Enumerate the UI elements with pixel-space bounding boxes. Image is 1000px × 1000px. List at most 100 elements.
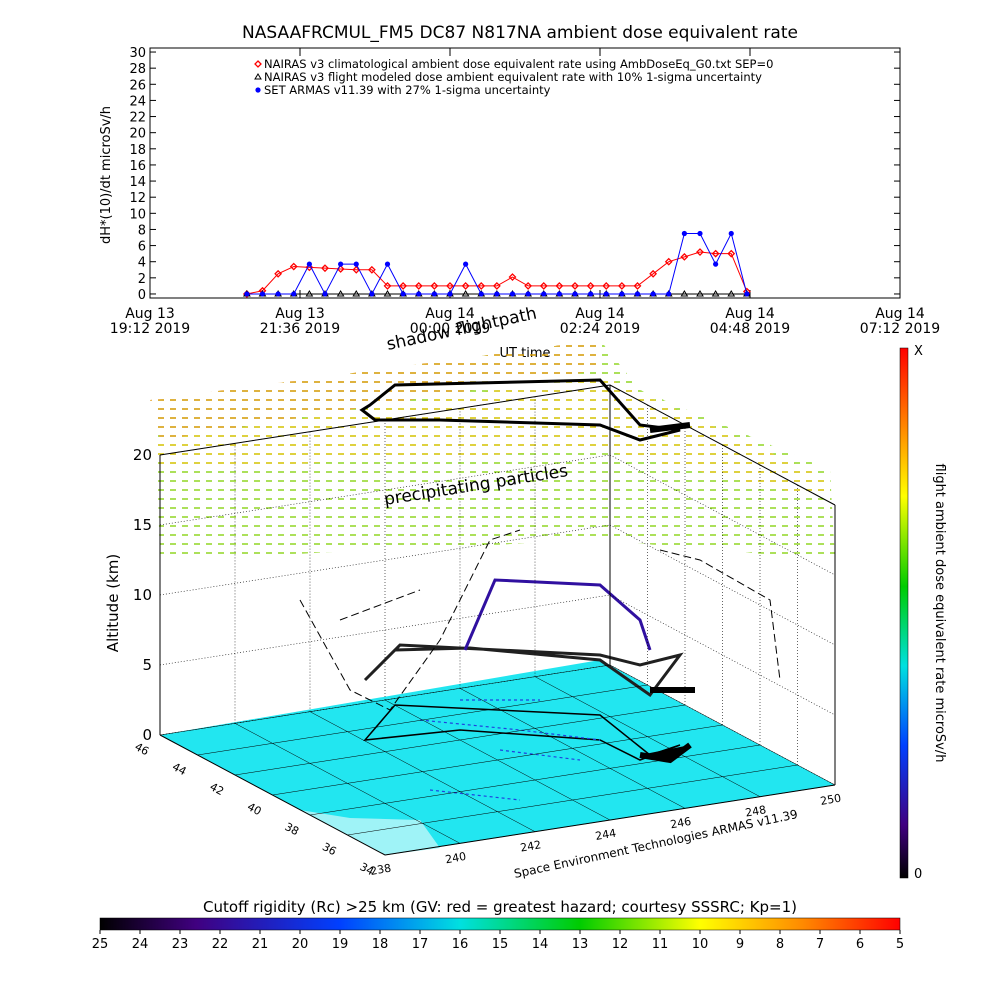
- y-tick-label: 16: [129, 159, 146, 174]
- marker: [602, 281, 611, 290]
- grid-line: [159, 524, 611, 596]
- colorbar-top-label: X: [914, 344, 923, 359]
- colorbar-tick-label: 11: [652, 937, 669, 952]
- marker: [430, 281, 439, 290]
- particle-field: [155, 375, 830, 500]
- marker: [478, 291, 484, 297]
- flightpath: [463, 578, 652, 651]
- x-tick-label: 240: [444, 850, 467, 866]
- rigidity-colorbar: [99, 917, 901, 931]
- axis-line: [384, 784, 836, 856]
- y-tick-label: 30: [129, 46, 146, 61]
- colorbar-tick-label: 15: [492, 937, 509, 952]
- marker: [383, 281, 392, 290]
- colorbar-tick-label: 17: [412, 937, 429, 952]
- marker: [541, 291, 547, 297]
- marker: [586, 281, 595, 290]
- y-tick-label: 44: [170, 760, 188, 778]
- colorbar: [899, 347, 909, 879]
- colorbar-tick-label: 12: [612, 937, 629, 952]
- z-axis-label: Altitude (km): [104, 554, 122, 652]
- x-tick-label: Aug 13 21:36 2019: [260, 306, 340, 337]
- marker: [353, 261, 359, 267]
- marker: [383, 289, 392, 297]
- chart-title: NASAAFRCMUL_FM5 DC87 N817NA ambient dose…: [242, 23, 798, 43]
- marker: [463, 261, 469, 267]
- y-tick-label: 40: [245, 800, 263, 818]
- marker: [713, 261, 719, 267]
- colorbar-tick-label: 8: [776, 937, 784, 952]
- y-tick-label: 2: [138, 272, 146, 287]
- marker: [696, 248, 704, 256]
- y-tick-label: 42: [208, 780, 226, 798]
- x-tick-label: Aug 14 07:12 2019: [860, 306, 940, 337]
- y-tick-label: 4: [138, 256, 146, 271]
- z-tick-label: 5: [142, 656, 152, 674]
- floor-surface: [300, 810, 440, 855]
- marker: [664, 257, 673, 266]
- marker: [461, 281, 470, 290]
- series-line: [246, 251, 748, 295]
- x-tick-label: Aug 14 04:48 2019: [710, 306, 790, 337]
- marker: [727, 289, 736, 297]
- colorbar-tick-label: 7: [816, 937, 824, 952]
- colorbar-tick-label: 18: [372, 937, 389, 952]
- colorbar-tick-label: 9: [736, 937, 744, 952]
- marker: [539, 281, 548, 290]
- flightpath: [363, 643, 684, 698]
- plot-frame: [149, 47, 901, 299]
- marker: [477, 281, 486, 290]
- marker: [619, 291, 625, 297]
- marker: [254, 60, 262, 68]
- marker: [494, 291, 500, 297]
- y-tick-label: 18: [129, 143, 146, 158]
- marker: [509, 291, 516, 297]
- colorbar-tick-label: 20: [292, 937, 309, 952]
- marker: [446, 281, 454, 290]
- marker: [414, 281, 423, 290]
- grid-line: [272, 724, 723, 796]
- colorbar-tick-label: 16: [452, 937, 469, 952]
- marker: [666, 291, 672, 297]
- marker: [289, 262, 298, 271]
- legend-label: NAIRAS v3 flight modeled dose ambient eq…: [264, 70, 762, 84]
- marker: [617, 281, 626, 290]
- marker: [461, 289, 470, 297]
- x-tick-label: 238: [369, 862, 392, 878]
- marker: [338, 261, 344, 267]
- marker: [399, 281, 408, 290]
- x-tick-label: Aug 13 19:12 2019: [110, 306, 190, 337]
- marker: [572, 291, 578, 297]
- x-tick-label: 242: [519, 838, 542, 854]
- marker: [588, 291, 594, 297]
- shadow-flightpath: [359, 378, 681, 442]
- marker: [728, 230, 734, 237]
- marker: [369, 291, 375, 297]
- y-tick-label: 24: [129, 94, 146, 109]
- y-tick-label: 6: [138, 240, 146, 255]
- marker: [603, 291, 609, 297]
- x-tick-label: Aug 14 00:00 2019: [410, 306, 490, 337]
- marker: [367, 265, 376, 274]
- axis-line: [159, 734, 386, 856]
- y-axis-label: dH*(10)/dt microSv/h: [99, 106, 114, 244]
- grid-line: [347, 764, 798, 836]
- marker: [650, 291, 656, 297]
- y-tick-label: 28: [129, 62, 146, 77]
- series: [242, 60, 751, 298]
- marker: [259, 291, 266, 297]
- marker: [305, 263, 314, 272]
- colorbar-tick-label: 5: [896, 937, 904, 952]
- y-tick-label: 26: [129, 78, 146, 93]
- colorbar-bottom-label: 0: [914, 867, 922, 882]
- z-tick-label: 0: [142, 726, 152, 744]
- x-tick-label: 250: [819, 792, 842, 808]
- y-tick-label: 0: [138, 288, 146, 303]
- colorbar-tick-label: 6: [856, 937, 864, 952]
- trajectory: [299, 529, 781, 711]
- grid-line: [197, 684, 648, 756]
- axis-line: [159, 384, 611, 456]
- colorbar-tick-label: 23: [172, 937, 189, 952]
- x-tick-label: 244: [594, 827, 617, 843]
